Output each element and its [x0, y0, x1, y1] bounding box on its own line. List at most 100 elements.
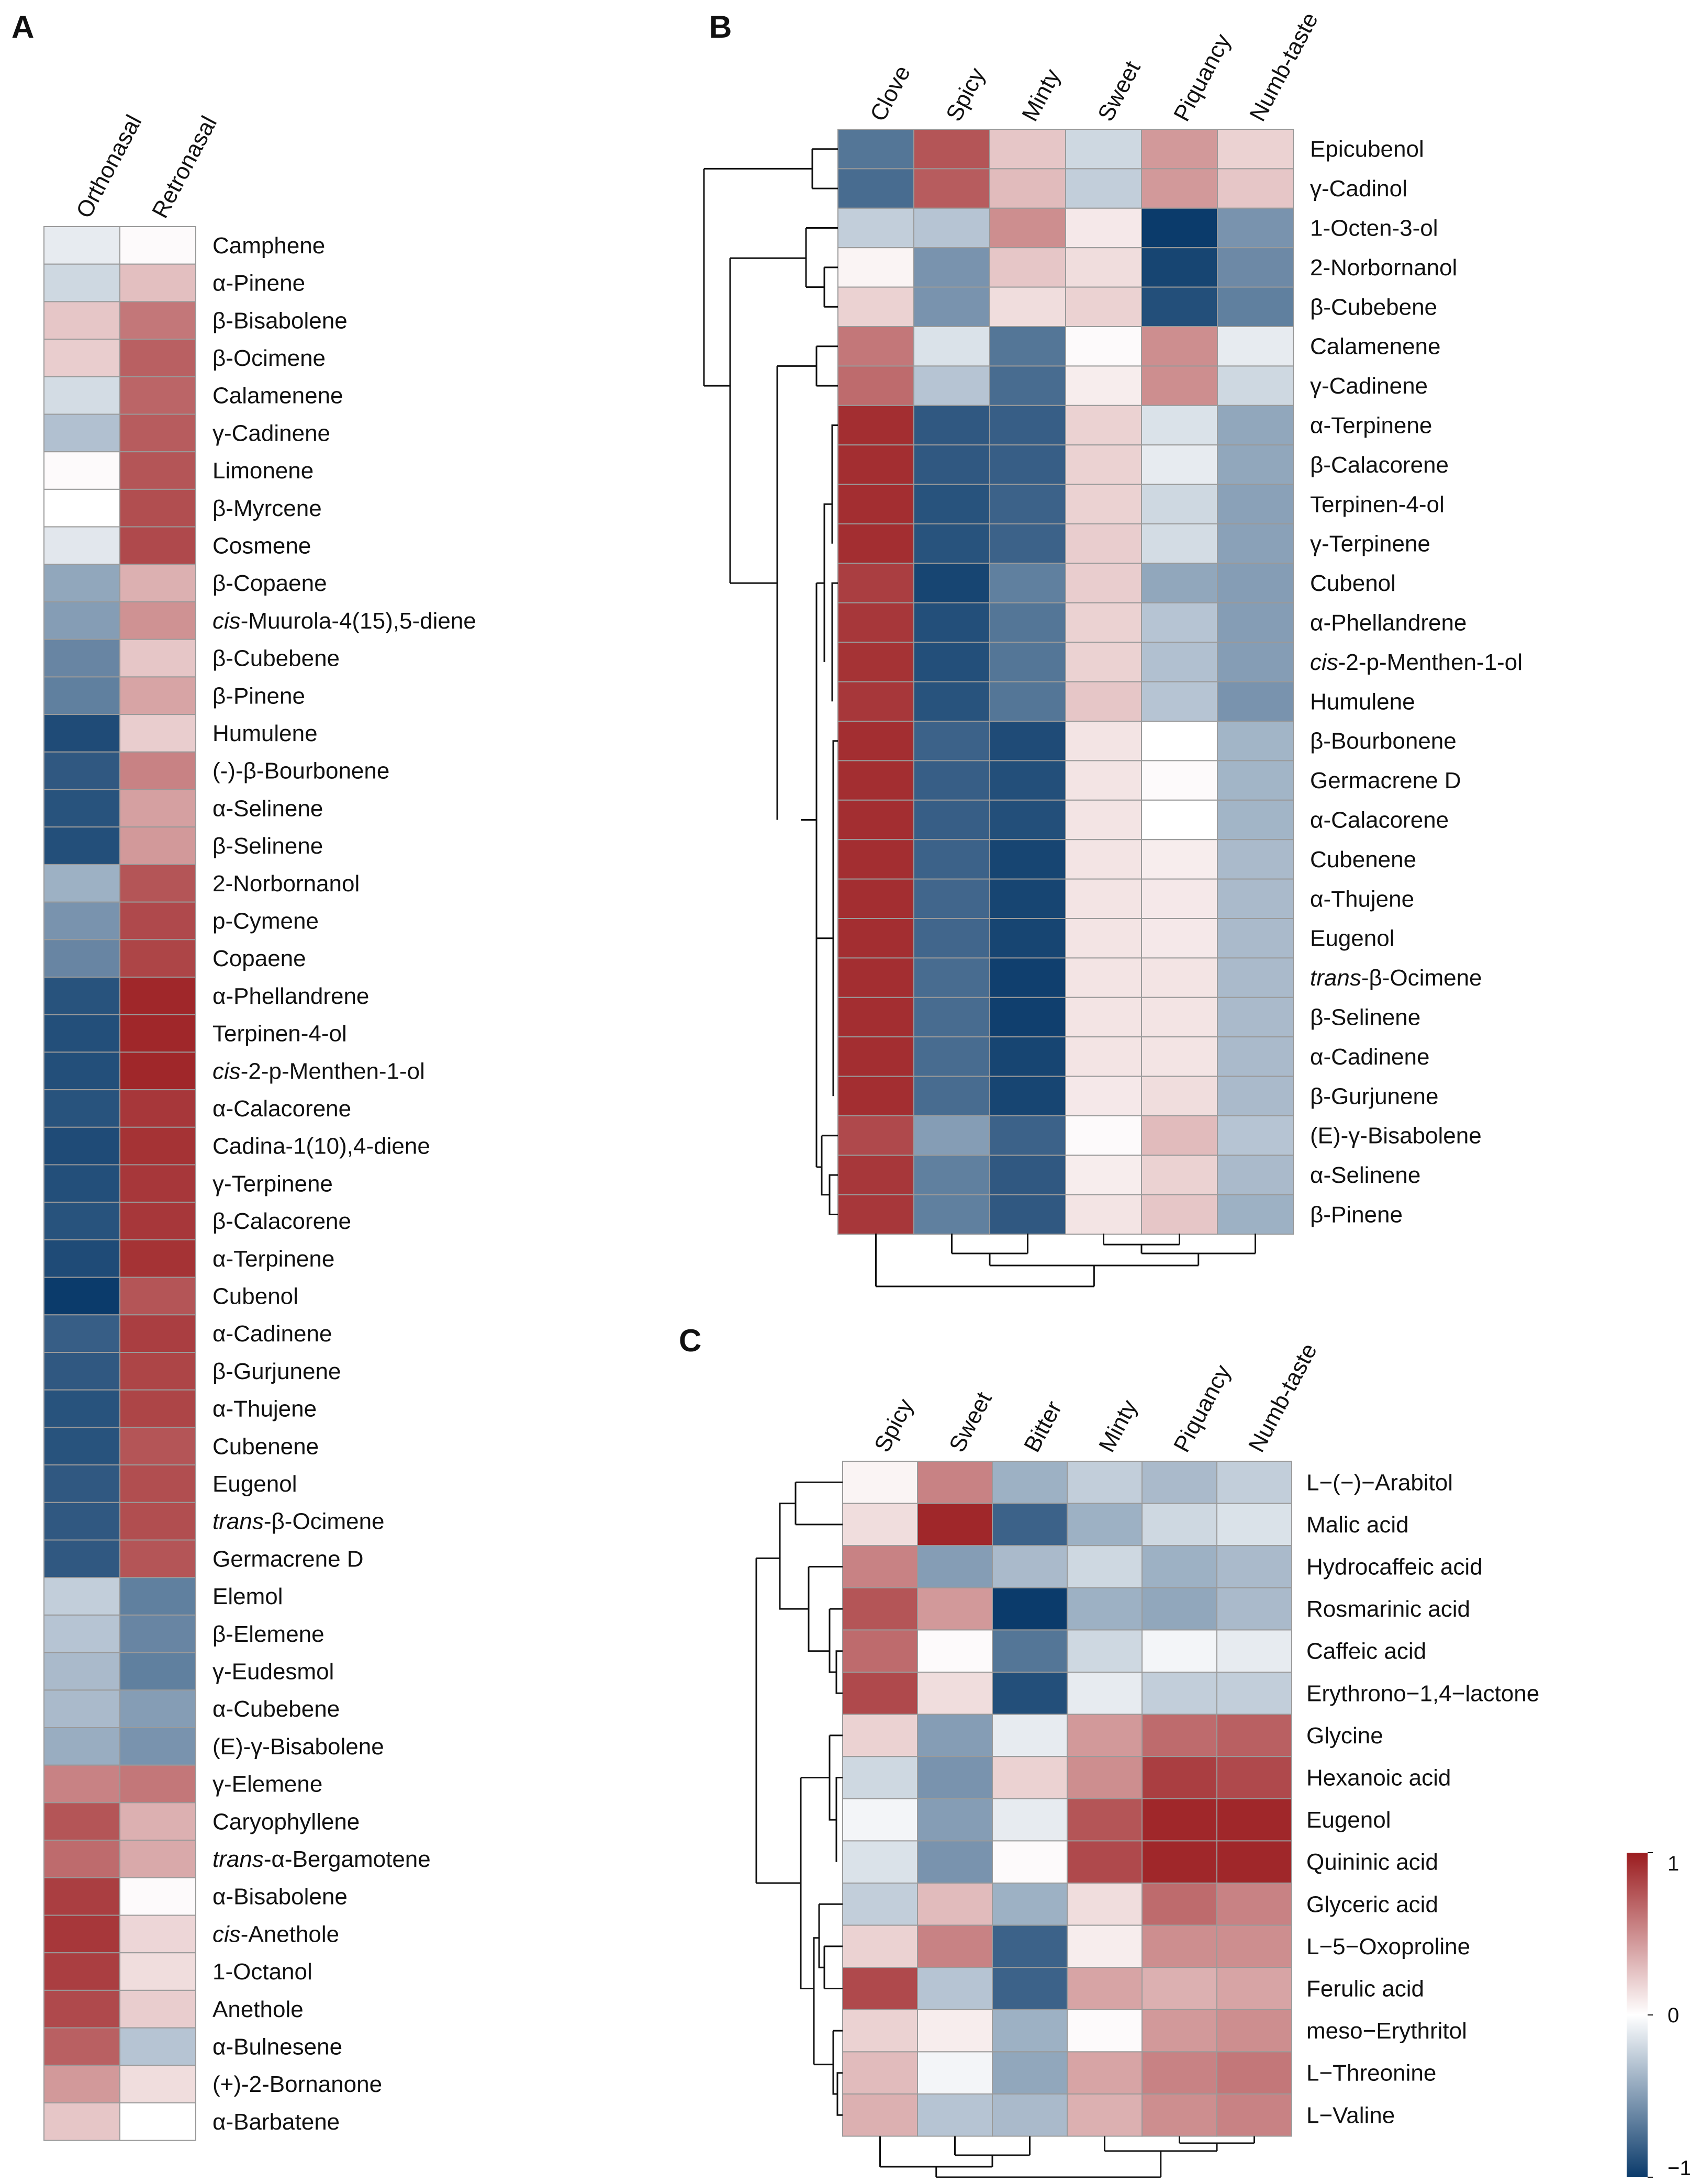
- cell-a-2-norbornanol-retronasal: [119, 864, 196, 903]
- cell-a-trans-ocimene-orthonasal: [43, 1502, 120, 1541]
- col-label-a-orthonasal: Orthonasal: [71, 111, 147, 222]
- cell-c-l-valine-spicy: [842, 2093, 918, 2137]
- cell-b-calamenene-clove: [837, 326, 914, 367]
- cell-b-cubenene-numb-taste: [1217, 839, 1294, 880]
- cell-b-cis-2-p-menthen-1-ol-numb-taste: [1217, 642, 1294, 682]
- cell-c-eugenol-spicy: [842, 1798, 918, 1842]
- row-label-b-trans-ocimene: trans-β-Ocimene: [1310, 965, 1482, 991]
- row-label-b-1-octen-3-ol: 1-Octen-3-ol: [1310, 216, 1438, 241]
- cell-c-glyceric-acid-piquancy: [1141, 1883, 1217, 1926]
- cell-a-cadinene-retronasal: [119, 413, 196, 453]
- row-label-b-eugenol: Eugenol: [1310, 926, 1394, 951]
- cell-b-bourbonene-numb-taste: [1217, 721, 1294, 761]
- cell-b-calamenene-numb-taste: [1217, 326, 1294, 367]
- cell-b-phellandrene-sweet: [1065, 602, 1142, 643]
- cell-b-1-octen-3-ol-minty: [989, 207, 1066, 249]
- cell-a-cubebene-retronasal: [119, 639, 196, 678]
- cell-b-selinene-spicy: [913, 996, 990, 1038]
- row-label-a-terpinen-4-ol: Terpinen-4-ol: [212, 1021, 347, 1047]
- cell-c-rosmarinic-acid-minty: [1067, 1587, 1143, 1631]
- cell-b-germacrene-d-clove: [837, 760, 914, 801]
- cell-b-e-bisabolene-spicy: [913, 1115, 990, 1156]
- row-label-a-camphene: Camphene: [212, 233, 325, 259]
- row-label-a-phellandrene: α-Phellandrene: [212, 983, 369, 1009]
- cell-a-trans-bergamotene-retronasal: [119, 1840, 196, 1878]
- cell-b-cadinol-clove: [837, 168, 914, 209]
- row-label-b-calacorene: α-Calacorene: [1310, 808, 1449, 833]
- row-label-a-e-bisabolene: (E)-γ-Bisabolene: [212, 1734, 384, 1760]
- cell-a-1-octanol-orthonasal: [43, 1952, 120, 1991]
- cell-b-cubebene-numb-taste: [1217, 286, 1294, 327]
- cell-a-barbatene-retronasal: [119, 2102, 196, 2141]
- cell-a-cubenene-orthonasal: [43, 1427, 120, 1466]
- cell-a-elemene-retronasal: [119, 1614, 196, 1653]
- cell-a-humulene-retronasal: [119, 714, 196, 753]
- cell-c-l-5-oxoproline-numb-taste: [1216, 1924, 1292, 1968]
- cell-b-e-bisabolene-sweet: [1065, 1115, 1142, 1156]
- cell-c-l-valine-sweet: [917, 2093, 993, 2137]
- row-label-a-humulene: Humulene: [212, 721, 318, 746]
- row-label-b-cadinene: α-Cadinene: [1310, 1044, 1429, 1070]
- row-label-a-thujene: α-Thujene: [212, 1396, 317, 1422]
- colorbar-tick-label: 1: [1667, 1852, 1679, 1875]
- row-label-a-anethole: Anethole: [212, 1997, 304, 2022]
- cell-b-epicubenol-sweet: [1065, 129, 1142, 170]
- cell-b-gurjunene-clove: [837, 1076, 914, 1117]
- row-label-a-cis-2-p-menthen-1-ol: cis-2-p-Menthen-1-ol: [212, 1058, 425, 1084]
- cell-c-l-arabitol-spicy: [842, 1461, 918, 1504]
- cell-a-2-norbornanol-orthonasal: [43, 864, 120, 903]
- cell-b-terpinene-piquancy: [1141, 405, 1218, 446]
- cell-b-eugenol-numb-taste: [1217, 918, 1294, 959]
- cell-c-glyceric-acid-minty: [1067, 1883, 1143, 1926]
- cell-c-l-valine-bitter: [992, 2093, 1068, 2137]
- cell-c-meso-erythritol-minty: [1067, 2009, 1143, 2053]
- row-label-a-bisabolene: α-Bisabolene: [212, 1884, 348, 1910]
- cell-c-hydrocaffeic-acid-bitter: [992, 1545, 1068, 1588]
- colorbar-tick-label: 0: [1667, 2004, 1679, 2027]
- cell-c-ferulic-acid-minty: [1067, 1967, 1143, 2010]
- cell-b-cubenol-minty: [989, 563, 1066, 603]
- cell-b-pinene-clove: [837, 1194, 914, 1235]
- cell-c-glyceric-acid-spicy: [842, 1883, 918, 1926]
- cell-a-e-bisabolene-retronasal: [119, 1727, 196, 1766]
- cell-b-pinene-piquancy: [1141, 1194, 1218, 1235]
- cell-c-caffeic-acid-sweet: [917, 1629, 993, 1673]
- cell-c-l-valine-numb-taste: [1216, 2093, 1292, 2137]
- cell-b-pinene-numb-taste: [1217, 1194, 1294, 1235]
- cell-b-calacorene-minty: [989, 444, 1066, 485]
- cell-b-selinene-clove: [837, 1155, 914, 1195]
- cell-b-calacorene-numb-taste: [1217, 444, 1294, 485]
- cell-a-bulnesene-orthonasal: [43, 2027, 120, 2066]
- cell-c-malic-acid-piquancy: [1141, 1503, 1217, 1547]
- cell-a-gurjunene-orthonasal: [43, 1352, 120, 1391]
- cell-c-eugenol-minty: [1067, 1798, 1143, 1842]
- cell-c-erythrono-1-4-lactone-spicy: [842, 1672, 918, 1715]
- col-label-b-clove: Clove: [865, 61, 915, 125]
- cell-a-caryophyllene-orthonasal: [43, 1802, 120, 1841]
- cell-c-ferulic-acid-sweet: [917, 1967, 993, 2010]
- cell-a-cosmene-orthonasal: [43, 526, 120, 565]
- cell-b-thujene-piquancy: [1141, 878, 1218, 919]
- row-label-a-cadinene: γ-Cadinene: [212, 420, 330, 446]
- cell-c-meso-erythritol-bitter: [992, 2009, 1068, 2053]
- row-label-a-calamenene: Calamenene: [212, 383, 343, 409]
- cell-b-calamenene-sweet: [1065, 326, 1142, 367]
- cell-b-calacorene-piquancy: [1141, 444, 1218, 485]
- cell-b-calacorene-clove: [837, 799, 914, 841]
- cell-b-cadinene-spicy: [913, 365, 990, 406]
- cell-b-cubebene-piquancy: [1141, 286, 1218, 327]
- cell-b-2-norbornanol-sweet: [1065, 247, 1142, 288]
- cell-b-terpinene-spicy: [913, 405, 990, 446]
- row-label-a-cosmene: Cosmene: [212, 533, 311, 558]
- cell-b-epicubenol-spicy: [913, 129, 990, 170]
- cell-b-cadinene-numb-taste: [1217, 1036, 1294, 1077]
- cell-a-camphene-retronasal: [119, 226, 196, 265]
- cell-b-cubenene-spicy: [913, 839, 990, 880]
- cell-a-anethole-retronasal: [119, 1989, 196, 2029]
- cell-c-hydrocaffeic-acid-minty: [1067, 1545, 1143, 1588]
- cell-a-elemol-orthonasal: [43, 1577, 120, 1616]
- cell-b-gurjunene-sweet: [1065, 1076, 1142, 1117]
- row-label-b-epicubenol: Epicubenol: [1310, 137, 1424, 162]
- cell-a-phellandrene-retronasal: [119, 977, 196, 1015]
- row-label-a-myrcene: β-Myrcene: [212, 496, 322, 521]
